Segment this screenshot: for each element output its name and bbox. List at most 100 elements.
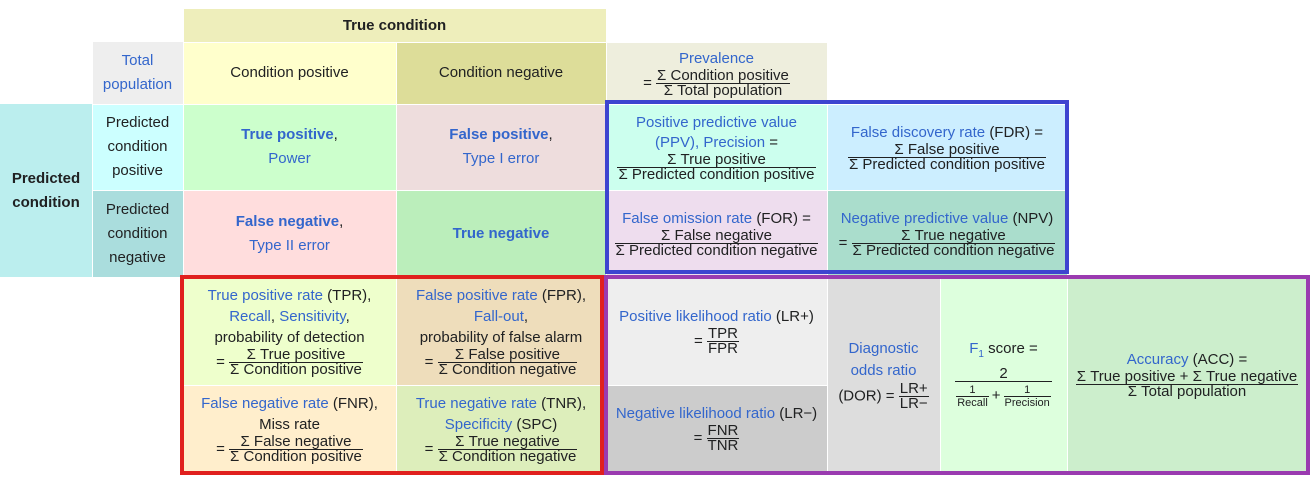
specificity-link[interactable]: Specificity (444, 416, 513, 433)
fraction-denominator: Σ Condition negative (438, 448, 577, 465)
predicted-condition-positive-header: Predicted condition positive (92, 104, 183, 190)
tpr-fraction: Σ True positive Σ Condition positive (229, 347, 363, 378)
equals-sign: = (838, 234, 848, 252)
fraction-numerator: TPR (706, 324, 739, 342)
tpr-cell: True positive rate (TPR), Recall, Sensit… (183, 277, 396, 385)
fpr-link[interactable]: False positive rate (415, 287, 538, 304)
pcn-line3: negative (109, 248, 166, 266)
false-negative-cell: False negative, Type II error (183, 190, 396, 277)
sensitivity-link[interactable]: Sensitivity (279, 308, 346, 325)
for-fraction: Σ False negative Σ Predicted condition n… (614, 228, 819, 259)
tpr-link[interactable]: True positive rate (207, 287, 323, 304)
condition-negative-label: Condition negative (438, 64, 564, 81)
lr-positive-link[interactable]: Positive likelihood ratio (619, 307, 772, 325)
equals-sign: = (693, 429, 703, 447)
prevalence-link[interactable]: Prevalence (678, 49, 755, 67)
pcp-line3: positive (112, 162, 163, 179)
npv-cell: Negative predictive value (NPV) = Σ True… (827, 190, 1067, 277)
for-cell: False omission rate (FOR) = Σ False nega… (606, 190, 827, 277)
lr-positive-abbrev: (LR+) (775, 307, 814, 325)
fraction-denominator: Recall (957, 396, 988, 409)
accuracy-link[interactable]: Accuracy (1126, 351, 1189, 368)
f1-subscript: 1 (978, 348, 984, 360)
fraction-denominator: Σ Predicted condition positive (618, 165, 815, 183)
fraction-denominator: Σ Condition positive (230, 361, 362, 378)
false-positive-link[interactable]: False positive (449, 126, 549, 143)
true-positive-link[interactable]: True positive (241, 126, 334, 143)
true-negative-link[interactable]: True negative (452, 224, 550, 242)
fraction-denominator: Σ Condition negative (438, 361, 577, 378)
fraction-denominator: Σ Total population (1127, 383, 1247, 400)
fpr-cell: False positive rate (FPR), Fall-out, pro… (396, 277, 606, 385)
type-one-error-link[interactable]: Type I error (462, 150, 540, 167)
lrn-formula: = FNR TNR (693, 423, 740, 453)
fraction-numerator: Σ False positive (437, 347, 578, 363)
fdr-abbrev: (FDR) = (989, 123, 1044, 141)
fdr-link[interactable]: False discovery rate (850, 123, 986, 141)
total-population-line1[interactable]: Total (121, 52, 154, 69)
false-positive-cell: False positive, Type I error (396, 104, 606, 190)
false-negative-link[interactable]: False negative (235, 212, 340, 230)
comma: , (333, 126, 338, 143)
miss-rate-label: Miss rate (259, 416, 320, 433)
accuracy-abbrev: (ACC) = (1192, 351, 1248, 368)
ppv-abbrev[interactable]: (PPV), (655, 133, 700, 151)
fraction-numerator: Σ False negative (614, 228, 819, 244)
type-two-error-link[interactable]: Type II error (249, 236, 330, 254)
power-link[interactable]: Power (268, 150, 311, 167)
fraction-numerator: 2 (955, 366, 1052, 382)
lrn-fraction: FNR TNR (706, 423, 740, 453)
f1-score-link[interactable]: F1 (969, 340, 984, 360)
total-population-line2[interactable]: population (102, 76, 173, 93)
fraction-numerator: Σ True positive (229, 347, 363, 363)
tnr-link[interactable]: True negative rate (415, 395, 537, 412)
precision-link[interactable]: Precision (703, 133, 766, 151)
dor-cell: Diagnostic odds ratio (DOR) = LR+ LR− (827, 277, 940, 472)
predicted-condition-header: Predicted condition (0, 104, 92, 277)
recall-link[interactable]: Recall (229, 308, 271, 325)
ppv-link[interactable]: Positive predictive value (636, 113, 797, 131)
fnr-formula: = Σ False negative Σ Condition positive (216, 434, 363, 464)
fpr-fraction: Σ False positive Σ Condition negative (437, 347, 578, 378)
total-population-cell: Total population (92, 42, 183, 104)
acc-fraction: Σ True positive + Σ True negative Σ Tota… (1075, 369, 1299, 400)
f1-fraction: 2 1 Recall + 1 Precision (955, 366, 1052, 411)
fraction-denominator: Σ Predicted condition negative (852, 242, 1055, 259)
fraction-numerator: 1 (956, 384, 989, 397)
tnr-cell: True negative rate (TNR), Specificity (S… (396, 385, 606, 472)
fnr-fraction: Σ False negative Σ Condition positive (229, 434, 363, 464)
npv-link[interactable]: Negative predictive value (840, 210, 1009, 227)
fraction-denominator: Σ Predicted condition negative (615, 242, 818, 259)
fdr-cell: False discovery rate (FDR) = Σ False pos… (827, 104, 1067, 190)
tnr-abbrev: (TNR), (541, 395, 587, 412)
fpr-line3: probability of false alarm (419, 329, 583, 346)
tnr-fraction: Σ True negative Σ Condition negative (437, 434, 578, 465)
ppv-line2: (PPV), Precision = (655, 133, 778, 153)
for-link[interactable]: False omission rate (622, 210, 753, 227)
comma: , (345, 308, 350, 325)
fraction-denominator: 1 Recall + 1 Precision (955, 382, 1052, 411)
prevalence-cell: Prevalence = Σ Condition positive Σ Tota… (606, 42, 827, 104)
dor-link-line1[interactable]: Diagnostic (848, 340, 919, 357)
fnr-abbrev: (FNR), (332, 395, 378, 412)
lr-negative-link[interactable]: Negative likelihood ratio (615, 405, 776, 422)
fpr-abbrev: (FPR), (541, 287, 587, 304)
fraction-numerator: Σ True negative (851, 228, 1056, 244)
fall-out-link[interactable]: Fall-out (473, 308, 524, 325)
ppv-cell: Positive predictive value (PPV), Precisi… (606, 104, 827, 190)
tpr-line3: probability of detection (214, 329, 365, 346)
tnr-line2: Specificity (SPC) (445, 414, 558, 435)
recall-fraction: 1 Recall (956, 384, 989, 409)
dor-link-line2[interactable]: odds ratio (850, 362, 917, 379)
lrn-line1: Negative likelihood ratio (LR−) (616, 404, 817, 424)
lr-negative-abbrev: (LR−) (779, 405, 818, 422)
fnr-link[interactable]: False negative rate (201, 395, 329, 412)
pcp-line1: Predicted (105, 114, 170, 131)
predicted-condition-line2: condition (12, 193, 80, 211)
equals-sign: = (424, 440, 434, 458)
fraction-numerator: LR+ (898, 380, 929, 397)
equals-sign: = (216, 440, 225, 458)
condition-positive-label: Condition positive (230, 64, 349, 81)
equals-sign: = (424, 353, 434, 371)
fpr-line2: Fall-out, (474, 306, 528, 327)
